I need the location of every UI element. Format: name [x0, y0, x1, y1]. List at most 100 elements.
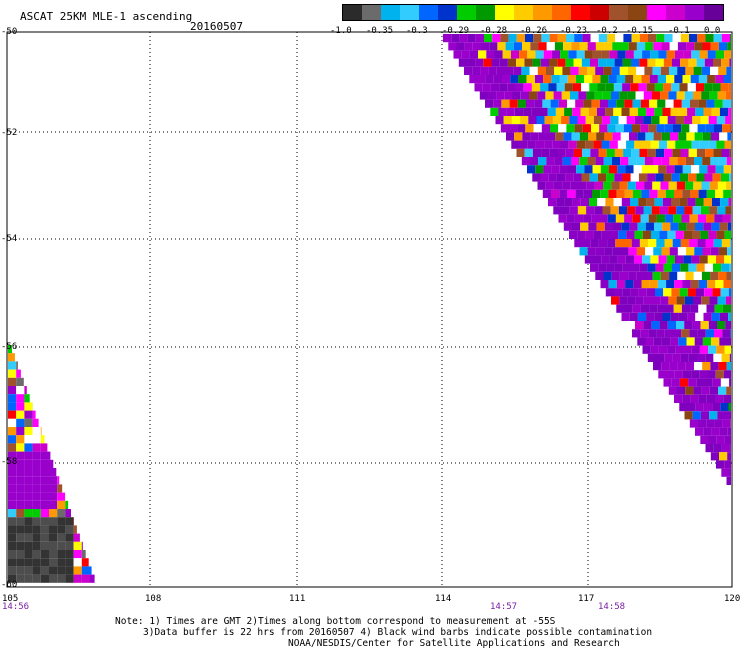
swath-pixel	[544, 116, 553, 125]
swath-pixel	[705, 124, 714, 133]
swath-pixel	[519, 140, 528, 149]
swath-pixel	[504, 91, 513, 100]
swath-pixel	[672, 353, 681, 362]
colorbar-swatch	[457, 5, 476, 20]
swath-pixel	[633, 165, 642, 174]
swath-pixel	[32, 509, 41, 518]
swath-pixel	[591, 124, 600, 133]
swath-pixel	[728, 198, 731, 207]
swath-pixel	[679, 403, 688, 412]
swath-pixel	[629, 312, 638, 321]
swath-pixel	[655, 148, 665, 157]
swath-pixel	[729, 58, 731, 67]
swath-pixel	[57, 517, 66, 526]
x-tick-label: 120	[724, 594, 740, 604]
x-tick-label: 117	[578, 594, 595, 604]
swath-pixel	[16, 533, 25, 542]
swath-pixel	[699, 255, 708, 264]
swath-pixel	[24, 435, 33, 444]
swath-pixel	[660, 181, 669, 190]
swath-pixel	[32, 435, 41, 444]
swath-pixel	[65, 550, 74, 559]
swath-pixel	[682, 394, 691, 403]
swath-pixel	[727, 452, 731, 461]
swath-pixel	[611, 181, 620, 190]
swath-pixel	[604, 222, 613, 231]
swath-pixel	[652, 181, 661, 190]
swath-pixel	[714, 419, 723, 428]
swath-pixel	[659, 230, 668, 239]
swath-pixel	[24, 550, 33, 559]
swath-pixel	[472, 66, 481, 75]
swath-pixel	[681, 99, 690, 108]
swath-pixel	[32, 525, 41, 534]
colorbar-label: 0.0	[704, 26, 721, 36]
swath-pixel	[549, 148, 558, 157]
swath-pixel	[40, 468, 49, 477]
swath-pixel	[599, 214, 608, 223]
swath-pixel	[712, 83, 721, 92]
swath-pixel	[701, 271, 711, 280]
swath-pixel	[567, 99, 576, 108]
swath-pixel	[517, 124, 526, 133]
swath-pixel	[585, 116, 594, 125]
swath-pixel	[687, 403, 696, 412]
swath-pixel	[706, 419, 715, 428]
swath-pixel	[707, 75, 716, 84]
swath-pixel	[633, 75, 642, 84]
swath-pixel	[24, 566, 33, 575]
swath-pixel	[606, 263, 615, 272]
swath-pixel	[621, 222, 630, 231]
swath-pixel	[566, 124, 575, 133]
swath-pixel	[729, 378, 731, 387]
swath-pixel	[522, 42, 531, 51]
swath-pixel	[686, 132, 695, 141]
swath-pixel	[621, 198, 630, 207]
swath-pixel	[702, 42, 711, 51]
swath-pixel	[8, 509, 17, 518]
swath-pixel	[668, 206, 677, 215]
swath-pixel	[49, 451, 51, 460]
swath-pixel	[510, 50, 520, 59]
swath-pixel	[606, 58, 615, 67]
swath-pixel	[602, 116, 611, 125]
swath-pixel	[680, 239, 690, 248]
swath-pixel	[622, 288, 631, 297]
swath-pixel	[688, 58, 697, 67]
swath-pixel	[618, 230, 627, 239]
swath-pixel	[642, 230, 651, 239]
swath-pixel	[595, 66, 604, 75]
swath-pixel	[721, 263, 730, 272]
swath-pixel	[675, 345, 684, 354]
swath-pixel	[694, 42, 703, 51]
swath-pixel	[715, 50, 725, 59]
swath-pixel	[81, 558, 89, 567]
swath-pixel	[496, 91, 505, 100]
swath-pixel	[505, 42, 514, 51]
swath-pixel	[668, 386, 677, 395]
swath-pixel	[466, 58, 476, 67]
swath-pixel	[585, 140, 594, 149]
swath-pixel	[683, 230, 692, 239]
swath-pixel	[712, 403, 721, 412]
swath-pixel	[583, 99, 592, 108]
swath-pixel	[665, 304, 674, 313]
swath-pixel	[638, 83, 647, 92]
swath-pixel	[589, 198, 598, 207]
swath-pixel	[688, 263, 697, 272]
swath-pixel	[574, 239, 583, 248]
swath-pixel	[616, 280, 626, 289]
swath-pixel	[560, 50, 569, 59]
swath-pixel	[552, 116, 562, 125]
swath-pixel	[728, 83, 731, 92]
swath-pixel	[655, 288, 664, 297]
swath-pixel	[692, 321, 701, 330]
swath-pixel	[661, 42, 670, 51]
swath-pixel	[607, 124, 616, 133]
swath-pixel	[585, 230, 594, 239]
swath-pixel	[572, 222, 581, 231]
swath-pixel	[8, 566, 17, 575]
swath-pixel	[668, 91, 677, 100]
swath-pixel	[657, 99, 666, 108]
swath-pixel	[628, 157, 637, 166]
